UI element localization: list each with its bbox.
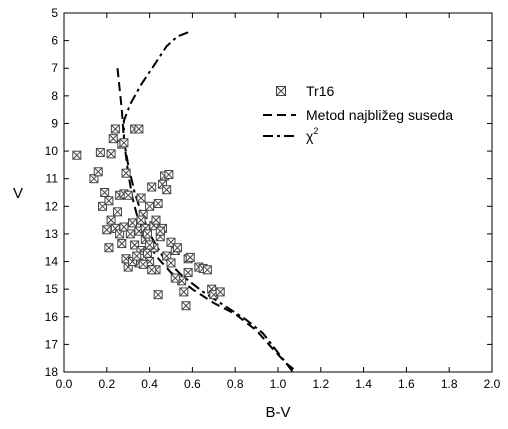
data-point (123, 190, 133, 200)
data-point (132, 251, 142, 261)
data-point (147, 182, 157, 192)
y-tick-label: 8 (51, 89, 58, 103)
series-point-layer (72, 124, 225, 311)
x-tick-label: 0.8 (227, 377, 244, 391)
data-point (202, 265, 212, 275)
x-tick-label: 1.8 (441, 377, 458, 391)
legend-label-dashed: Metod najbližeg suseda (306, 107, 453, 123)
data-point (125, 229, 135, 239)
legend-label-chi-sup: 2 (313, 126, 318, 136)
data-point (127, 218, 137, 228)
y-tick-label: 15 (45, 282, 59, 296)
x-tick-label: 0.0 (56, 377, 73, 391)
data-point (138, 259, 148, 269)
data-point (181, 301, 191, 311)
legend-label-tr16: Tr16 (306, 83, 334, 99)
data-point (166, 258, 176, 268)
y-tick-label: 17 (45, 337, 59, 351)
data-point (121, 168, 131, 178)
x-axis-title: B-V (265, 404, 290, 421)
data-point (102, 225, 112, 235)
data-point (119, 138, 129, 148)
x-tick-label: 1.4 (355, 377, 372, 391)
data-point (183, 268, 193, 278)
data-point (113, 207, 122, 217)
data-point (110, 124, 120, 134)
data-point (164, 170, 174, 180)
legend-label-chi: χ (306, 128, 314, 144)
data-point (106, 149, 116, 159)
y-tick-label: 13 (45, 227, 59, 241)
y-tick-label: 11 (46, 172, 59, 186)
data-point (100, 188, 110, 197)
data-point (145, 240, 155, 250)
data-point (108, 134, 118, 144)
data-point (104, 196, 114, 206)
x-tick-label: 0.4 (141, 377, 158, 391)
data-point (117, 239, 127, 249)
legend-label-chi2: χ2 (306, 126, 318, 144)
data-point (215, 287, 225, 297)
y-tick-label: 9 (51, 116, 58, 130)
data-point (155, 226, 165, 236)
x-tick-label: 1.6 (398, 377, 415, 391)
x-tick-label: 0.6 (184, 377, 201, 391)
x-tick-label: 2.0 (484, 377, 501, 391)
data-point (172, 243, 182, 253)
x-tick-label: 1.0 (270, 377, 287, 391)
x-tick-label: 1.2 (312, 377, 329, 391)
legend: Tr16 Metod najbližeg suseda χ2 (263, 83, 453, 144)
data-point (162, 185, 172, 195)
legend-marker-tr16 (276, 86, 286, 96)
y-tick-label: 10 (45, 144, 59, 158)
data-point (179, 287, 189, 297)
data-point (130, 240, 140, 250)
y-tick-label: 6 (51, 34, 58, 48)
data-point (147, 265, 157, 275)
data-point (153, 199, 163, 209)
tick-layer: 0.0 0.2 0.4 0.6 0.8 1.0 1.2 1.4 1.6 1.8 2.0 5 6 7 8 9 10… (45, 6, 501, 391)
y-axis-title: V (13, 185, 23, 202)
y-tick-label: 14 (45, 255, 59, 269)
data-point (153, 290, 163, 300)
data-point (136, 215, 146, 225)
y-tick-label: 18 (45, 365, 59, 379)
data-point (93, 167, 103, 177)
data-point (142, 229, 152, 239)
data-point (104, 243, 114, 253)
data-point (136, 193, 146, 203)
data-point (145, 201, 155, 211)
legend-marker-square (276, 86, 286, 96)
data-point (95, 147, 105, 157)
data-point (106, 215, 116, 225)
data-point (134, 124, 144, 134)
data-point (185, 252, 195, 262)
y-tick-label: 12 (45, 199, 59, 213)
y-tick-label: 16 (45, 310, 59, 324)
x-tick-label: 0.2 (98, 377, 115, 391)
y-tick-label: 5 (51, 6, 58, 20)
y-tick-label: 7 (51, 61, 58, 75)
data-point (72, 150, 82, 160)
data-point (170, 273, 180, 283)
data-point (151, 215, 161, 225)
